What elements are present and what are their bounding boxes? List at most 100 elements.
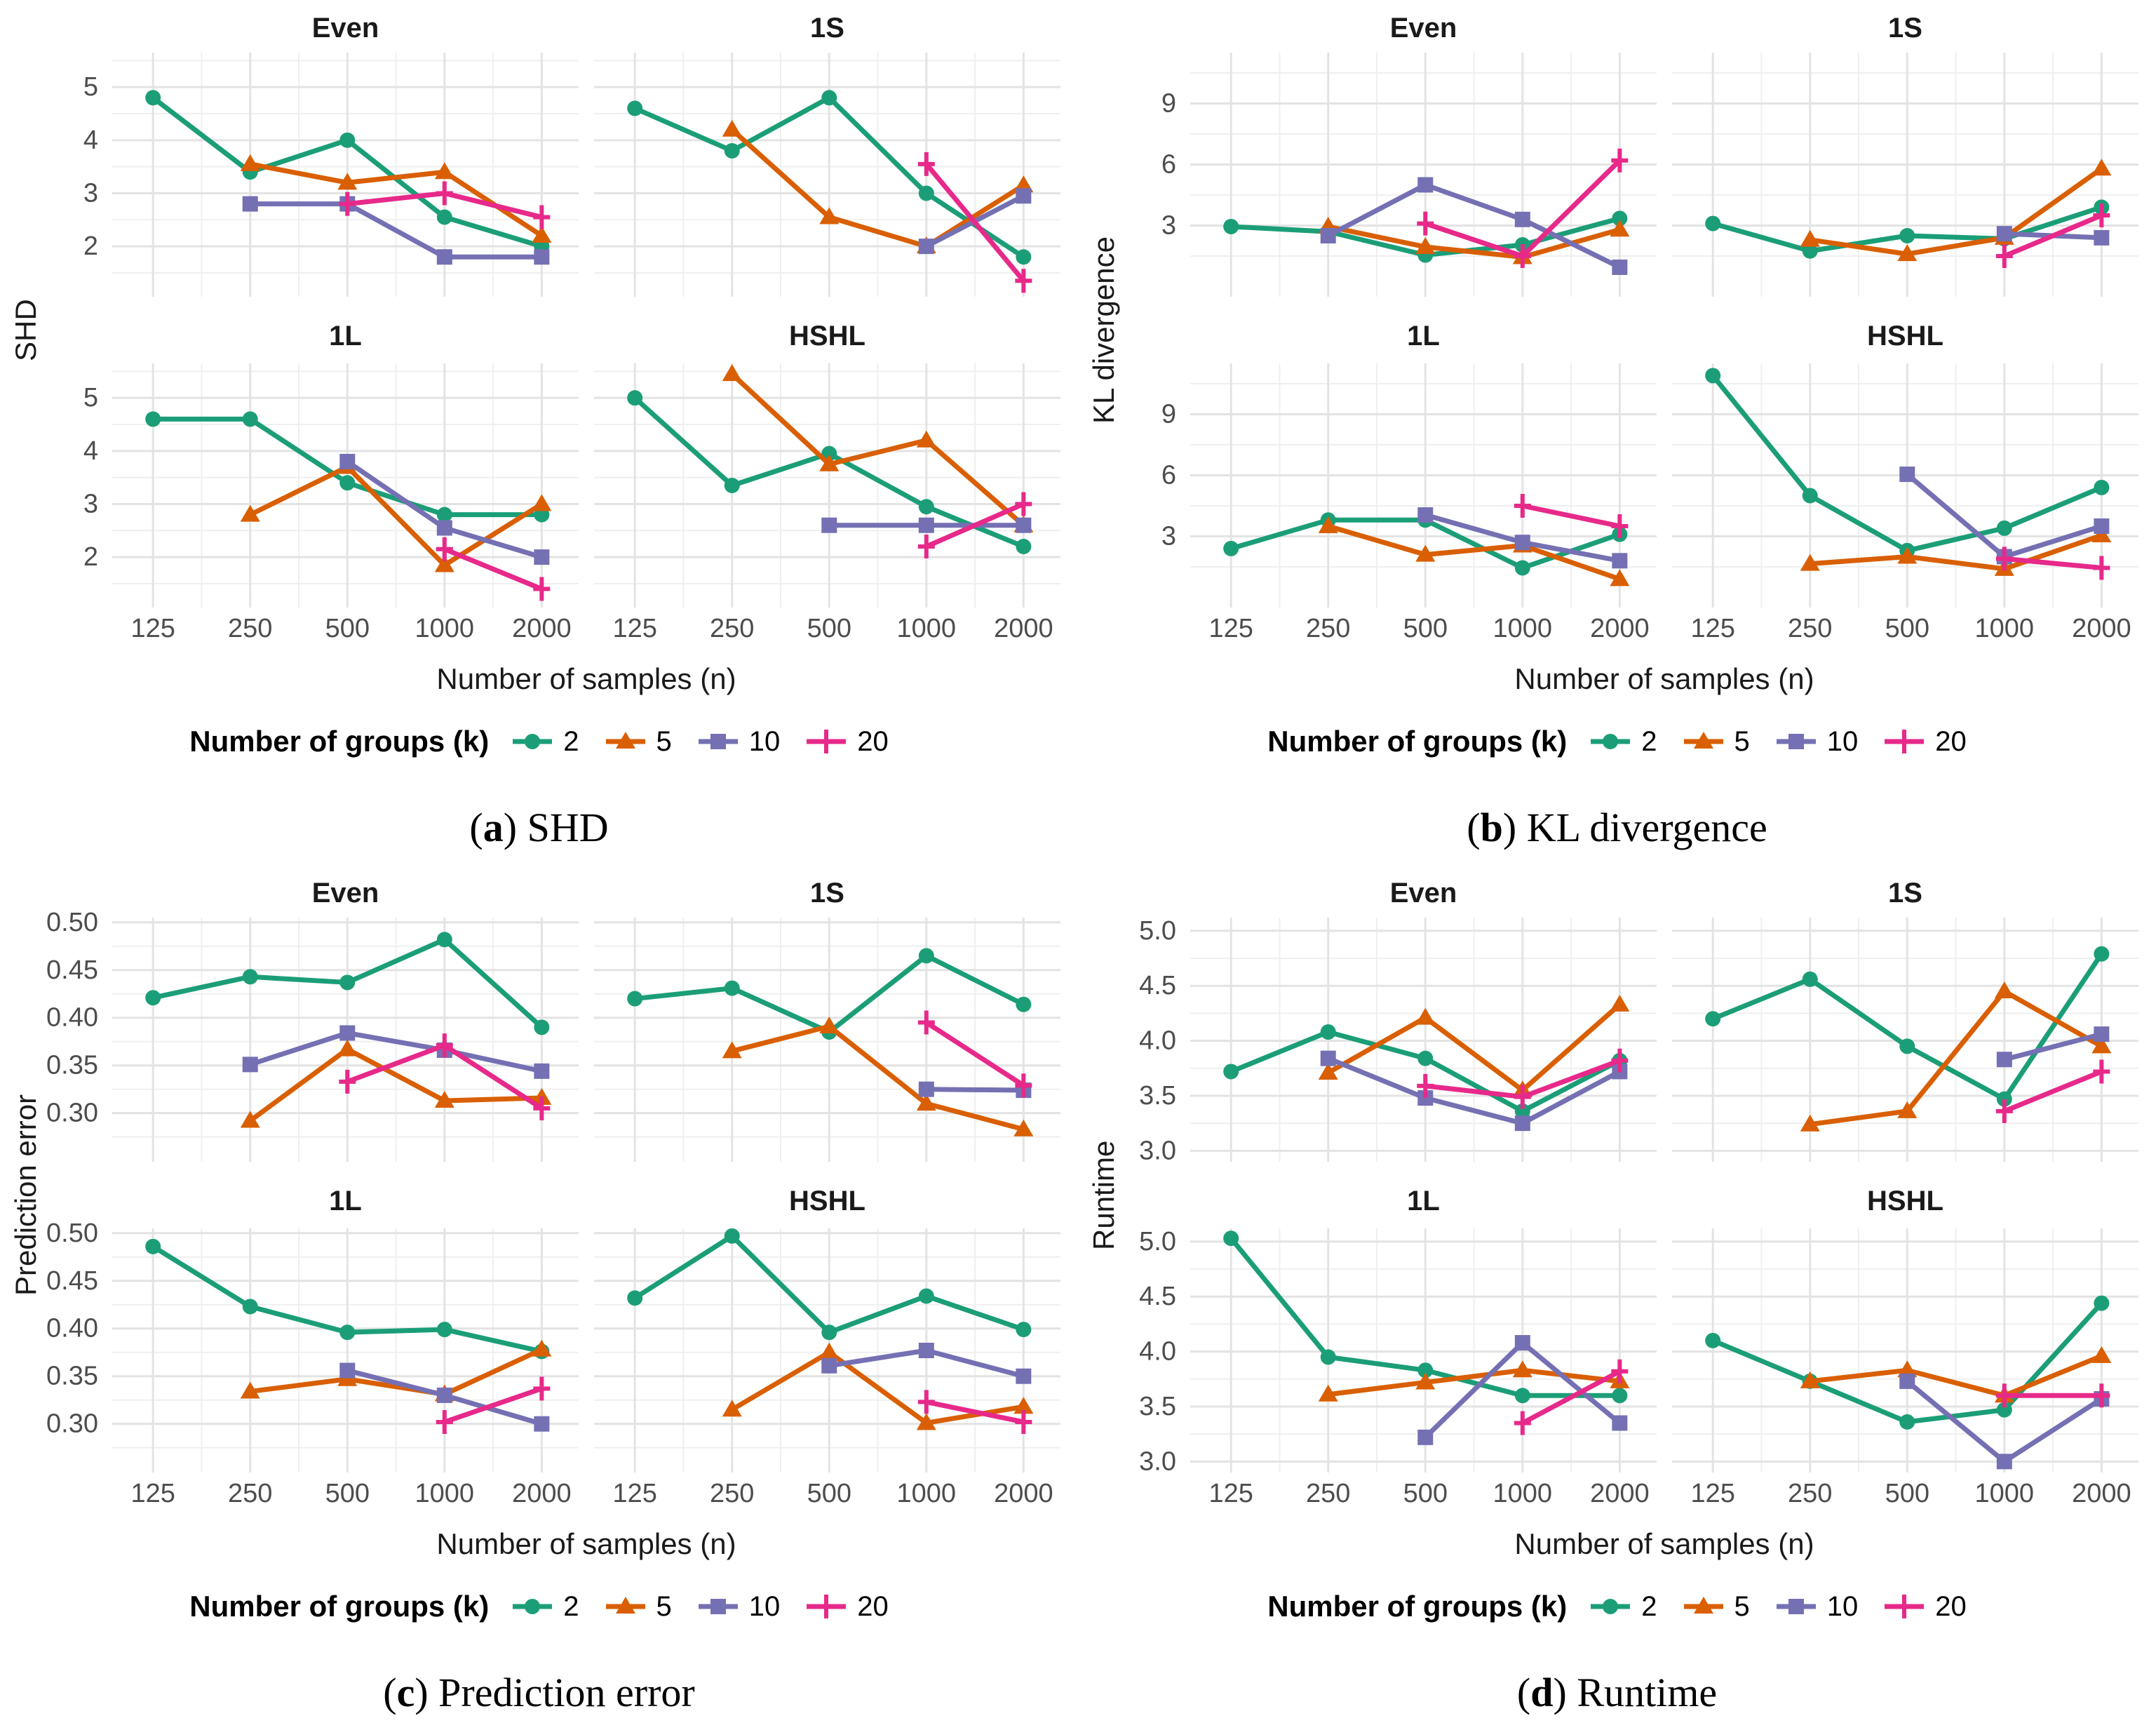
- x-axis-tick-label: 125: [130, 1479, 175, 1508]
- data-point: [1417, 211, 1434, 236]
- y-axis-tick-label: 2: [83, 542, 98, 572]
- series-line-k5: [1327, 523, 1621, 582]
- x-axis-tick-label: 500: [325, 614, 370, 643]
- x-axis-tick-label: 125: [1690, 1479, 1734, 1508]
- x-axis-tick-label: 125: [612, 614, 656, 643]
- y-axis-tick-label: 4.5: [1139, 1282, 1176, 1311]
- data-point: [821, 90, 837, 106]
- legend-key-plus-icon: [807, 730, 847, 753]
- series-line-k10: [249, 1030, 543, 1074]
- legend-item-label: 10: [1826, 1590, 1859, 1622]
- y-axis-tick-label: 0.30: [46, 1409, 98, 1439]
- data-point: [917, 1010, 935, 1035]
- facet-title: HSHL: [789, 1186, 865, 1216]
- data-point: [1996, 1091, 2012, 1107]
- series-line-k10: [2003, 1031, 2103, 1062]
- data-point: [436, 520, 452, 536]
- x-axis-title: Number of samples (n): [1514, 1527, 1814, 1560]
- legend-item-k2: 2: [1588, 726, 1657, 758]
- data-point: [1705, 368, 1721, 384]
- data-point: [818, 730, 835, 753]
- data-point: [1705, 1332, 1721, 1348]
- data-point: [722, 1041, 742, 1059]
- data-point: [1611, 1048, 1629, 1073]
- data-point: [1705, 1011, 1721, 1027]
- data-point: [534, 1063, 550, 1079]
- data-point: [1016, 188, 1032, 204]
- y-axis-tick-label: 0.40: [46, 1314, 98, 1343]
- data-point: [240, 504, 260, 522]
- data-point: [1013, 175, 1034, 193]
- data-point: [1995, 1383, 2013, 1408]
- data-point: [724, 478, 740, 493]
- series-line-k10: [250, 201, 542, 260]
- x-axis-tick-label: 2000: [2072, 614, 2131, 643]
- legend-item-k2: 2: [1588, 1591, 1657, 1623]
- data-point: [1318, 1384, 1338, 1402]
- data-point: [1318, 516, 1338, 533]
- data-point: [1320, 228, 1336, 243]
- data-point: [1417, 1429, 1434, 1445]
- facet-title: HSHL: [789, 321, 865, 351]
- data-point: [1514, 244, 1531, 268]
- data-point: [918, 499, 934, 515]
- data-point: [434, 1091, 454, 1108]
- y-axis-tick-label: 6: [1161, 150, 1176, 180]
- data-point: [918, 1288, 934, 1304]
- data-point: [1995, 1099, 2013, 1123]
- x-axis-tick-label: 500: [1885, 614, 1929, 643]
- data-point: [1320, 1024, 1336, 1040]
- facet-title: 1S: [810, 878, 844, 908]
- data-point: [722, 1400, 742, 1417]
- data-point: [1899, 1414, 1915, 1430]
- legend-item-k10: 10: [1774, 726, 1858, 758]
- data-point: [1016, 996, 1032, 1012]
- series-line-k5: [249, 464, 544, 568]
- data-point: [2091, 525, 2112, 543]
- x-axis-tick-label: 125: [1208, 614, 1253, 643]
- legend-title: Number of groups (k): [1267, 1590, 1568, 1623]
- data-point: [1800, 229, 1820, 247]
- series-line-k5: [730, 372, 1025, 528]
- data-point: [339, 192, 356, 216]
- legend-key-circle-icon: [513, 1599, 553, 1614]
- series-line-k10: [1327, 182, 1621, 270]
- data-point: [1899, 1373, 1915, 1389]
- legend-item-k5: 5: [1681, 1591, 1750, 1623]
- legend: Number of groups (k) 2 5 10 20: [0, 1582, 1078, 1631]
- legend-key-circle-icon: [1591, 734, 1631, 749]
- facet-grid: Even 1S 1L HSHL 2 3 4 5 2 3 4 5 125 250 500 1000 2000 125…: [0, 0, 1078, 865]
- y-axis-tick-label: 0.50: [46, 1219, 98, 1248]
- x-axis-tick-label: 2000: [994, 1479, 1053, 1508]
- x-axis-tick-label: 2000: [1590, 1479, 1650, 1508]
- y-axis-tick-label: 9: [1161, 89, 1176, 119]
- x-axis-tick-label: 1000: [1493, 1479, 1553, 1508]
- x-axis-tick-label: 500: [325, 1479, 370, 1508]
- data-point: [819, 1342, 840, 1360]
- y-axis-tick-label: 0.35: [46, 1362, 98, 1391]
- data-point: [533, 205, 551, 229]
- legend-item-label: 10: [748, 725, 781, 757]
- data-point: [1223, 540, 1239, 556]
- data-point: [339, 1325, 356, 1341]
- y-axis-tick-label: 0.45: [46, 955, 98, 985]
- legend-item-k2: 2: [510, 1591, 579, 1623]
- legend-item-k5: 5: [1681, 726, 1750, 758]
- facet-title: 1L: [1407, 321, 1440, 351]
- data-point: [1015, 1073, 1032, 1098]
- y-axis-tick-label: 9: [1161, 400, 1176, 429]
- facet-grid: Even 1S 1L HSHL 3.0 3.5 4.0 4.5 5.0 3.0 3.5 4.0 4.5 5…: [1078, 865, 2156, 1730]
- data-point: [436, 249, 452, 265]
- data-point: [436, 932, 452, 948]
- legend-items: 2 5 10 20: [1588, 726, 1967, 758]
- legend-key-square-icon: [698, 734, 738, 749]
- data-point: [1899, 1038, 1915, 1054]
- facet-grid: Even 1S 1L HSHL 0.30 0.35 0.40 0.45 0.50 0.30 0.35…: [0, 865, 1078, 1730]
- facet-title: Even: [312, 878, 379, 908]
- data-point: [1320, 1050, 1336, 1066]
- legend-key-triangle-icon: [1683, 1597, 1723, 1614]
- data-point: [710, 734, 726, 749]
- x-axis-tick-label: 1000: [897, 1479, 957, 1508]
- legend-key-triangle-icon: [1683, 732, 1723, 749]
- legend-item-k10: 10: [696, 725, 781, 758]
